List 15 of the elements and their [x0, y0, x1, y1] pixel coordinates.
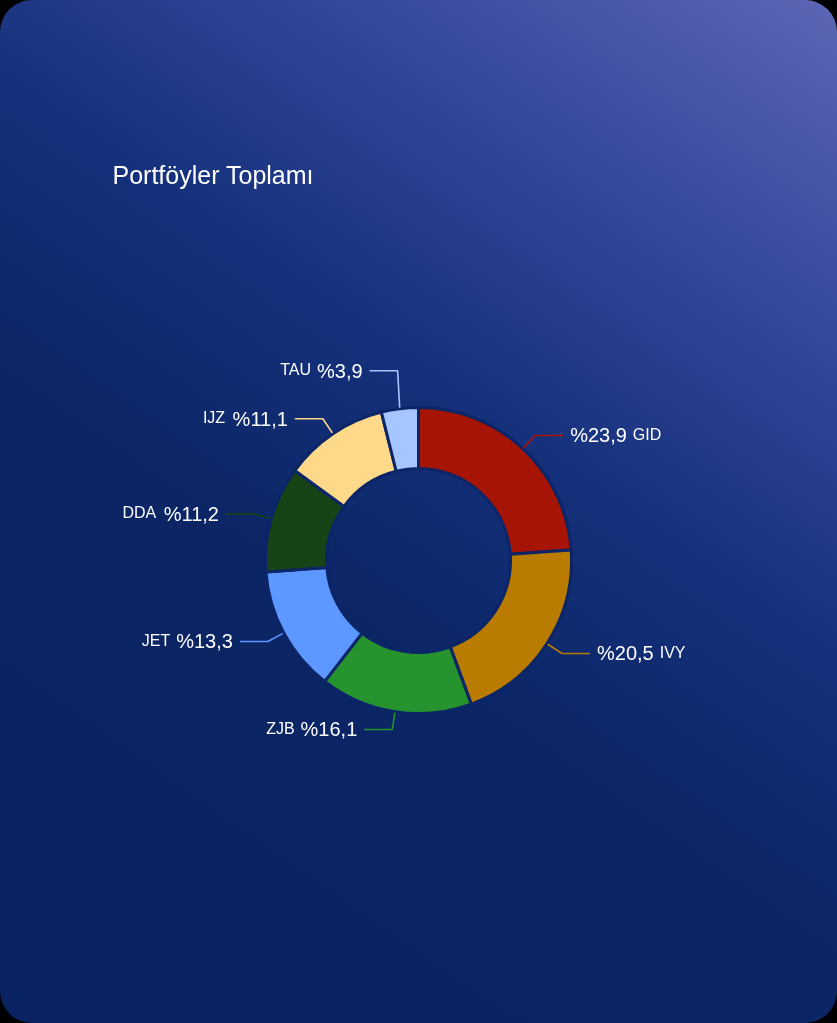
- data-label: %11,2: [163, 502, 219, 525]
- slice-label: TAU: [280, 361, 312, 379]
- slice-label: JET: [141, 631, 171, 649]
- data-label: %11,1: [232, 407, 288, 430]
- data-label: %3,9: [317, 359, 363, 382]
- slice-label: ZJB: [266, 719, 295, 737]
- slice-label: DDA: [122, 504, 157, 522]
- slice-label: IJZ: [202, 409, 226, 427]
- chart-title: Portföyler Toplamı: [112, 160, 314, 189]
- data-label: %23,9: [570, 424, 627, 447]
- slice-label: GID: [632, 425, 662, 443]
- data-label: %20,5: [597, 642, 654, 665]
- data-label: %16,1: [300, 718, 358, 741]
- slice-label: IVY: [659, 643, 686, 661]
- data-label: %13,3: [176, 630, 233, 653]
